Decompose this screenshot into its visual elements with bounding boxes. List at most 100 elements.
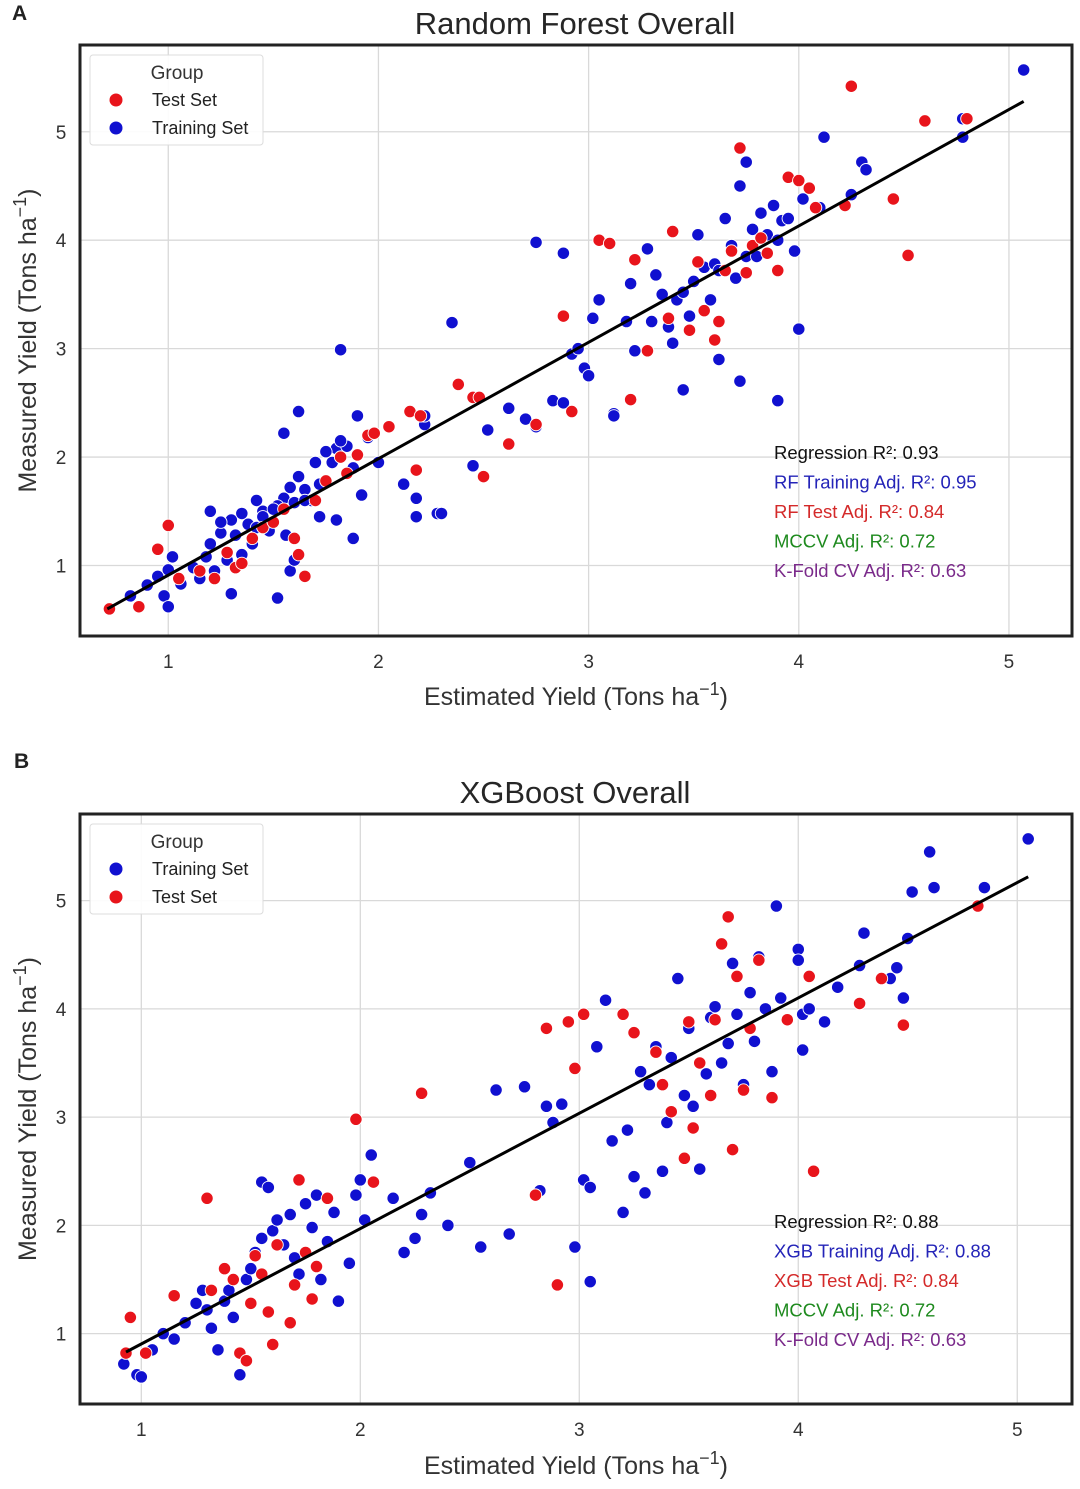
legend-label: Training Set (152, 859, 248, 879)
data-point (249, 493, 264, 508)
data-point (649, 268, 663, 282)
data-point (244, 1296, 258, 1310)
data-point (747, 1034, 762, 1048)
data-point (745, 222, 760, 236)
data-point (691, 255, 705, 269)
regression-line (106, 100, 1025, 611)
data-point (739, 155, 753, 169)
data-point (204, 1283, 219, 1297)
data-point (167, 1289, 181, 1303)
data-point (733, 374, 747, 388)
data-point (397, 1245, 411, 1260)
data-point (627, 1170, 641, 1184)
data-point (283, 480, 297, 495)
r2-annotation: K-Fold CV Adj. R²: 0.63 (774, 560, 966, 581)
data-point (927, 880, 941, 895)
data-point (568, 1240, 582, 1254)
data-point (796, 192, 810, 206)
data-point (714, 1056, 729, 1070)
data-point (226, 1310, 240, 1325)
data-point (686, 1099, 700, 1113)
data-point (414, 1086, 429, 1100)
data-point (329, 513, 344, 527)
scatter-chart-xgboost: XGBoost Overall 1 2 3 4 5 1 2 3 4 5 Estimated Yield… (10, 775, 1074, 1480)
data-point (434, 506, 449, 521)
data-point (413, 409, 428, 423)
data-point (787, 244, 802, 258)
data-point (721, 910, 735, 924)
data-point (200, 1191, 214, 1205)
data-point (134, 1370, 148, 1384)
data-point (226, 1272, 240, 1287)
y-tick-label: 1 (56, 1325, 67, 1346)
data-point (291, 548, 306, 562)
data-point (518, 412, 533, 426)
data-point (901, 248, 915, 263)
data-point (235, 556, 249, 570)
data-point (752, 953, 766, 967)
data-point (565, 404, 579, 419)
data-point (261, 1305, 275, 1319)
data-point (305, 1220, 319, 1235)
data-point (333, 450, 348, 464)
y-tick-label: 1 (56, 557, 67, 578)
data-point (350, 448, 365, 462)
data-point (327, 1205, 341, 1220)
data-point (896, 1018, 911, 1032)
data-point (555, 1097, 569, 1111)
y-tick-label: 3 (56, 1108, 67, 1129)
data-point (333, 343, 348, 357)
data-point (602, 236, 617, 251)
data-point (677, 1088, 692, 1103)
data-point (743, 985, 757, 1000)
x-tick-label: 2 (373, 652, 384, 673)
data-point (517, 1080, 532, 1094)
data-point (132, 600, 146, 614)
y-tick-label: 2 (56, 448, 67, 469)
data-point (977, 880, 992, 895)
data-point (640, 344, 655, 358)
data-point (539, 1099, 554, 1113)
data-point (638, 1186, 652, 1200)
data-point (590, 1040, 604, 1054)
data-point (676, 383, 690, 397)
data-point (607, 409, 621, 423)
data-point (661, 311, 676, 325)
data-point (754, 231, 768, 245)
data-point (620, 1123, 635, 1137)
data-point (857, 926, 871, 940)
scatter-chart-random-forest: Random Forest Overall 1 2 3 4 5 1 2 3 4 5 Estimated… (10, 6, 1074, 711)
data-point (556, 246, 571, 260)
y-axis-label: Measured Yield (Tons ha−1) (10, 957, 42, 1261)
data-point (918, 114, 932, 128)
data-point (598, 993, 613, 1007)
data-point (214, 515, 228, 529)
data-point (151, 542, 165, 556)
data-point (1021, 832, 1035, 846)
r2-annotation: MCCV Adj. R²: 0.72 (774, 1300, 935, 1321)
data-point (481, 423, 495, 437)
data-point (270, 1238, 284, 1252)
data-point (349, 1112, 363, 1126)
legend-title: Group (151, 63, 204, 84)
data-point (463, 1155, 477, 1170)
r2-annotation: MCCV Adj. R²: 0.72 (774, 531, 935, 552)
legend-box (89, 54, 264, 146)
data-point (792, 322, 806, 336)
data-point (633, 1065, 648, 1079)
data-point (693, 1056, 707, 1070)
data-point (721, 1036, 735, 1051)
x-axis-label: Estimated Yield (Tons ha−1) (424, 1448, 728, 1480)
data-point (539, 1021, 554, 1035)
data-point (364, 1148, 378, 1162)
data-point (583, 1180, 597, 1195)
data-point (204, 1321, 219, 1335)
data-point (408, 1231, 422, 1246)
data-point (203, 504, 217, 518)
data-point (409, 510, 423, 524)
data-point (792, 173, 806, 188)
data-point (769, 899, 784, 913)
data-point (791, 953, 805, 967)
data-point (583, 1275, 597, 1289)
data-point (550, 1278, 565, 1292)
